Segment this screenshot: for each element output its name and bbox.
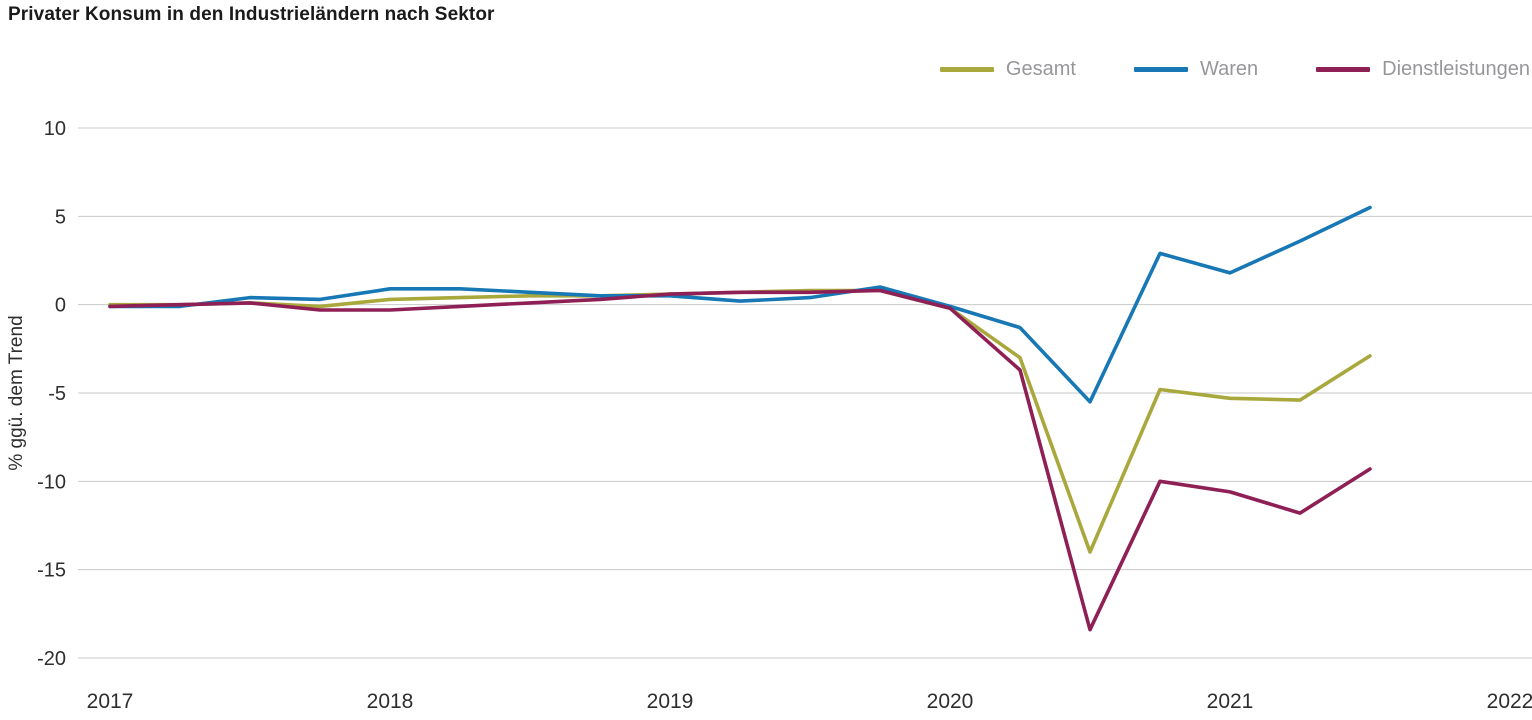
legend-label-waren: Waren <box>1199 58 1259 80</box>
x-tick-label: 2017 <box>87 690 134 713</box>
legend-swatch-gesamt <box>939 67 994 72</box>
legend-label-gesamt: Gesamt <box>1005 58 1076 80</box>
y-tick-label: 5 <box>55 206 66 228</box>
legend-item-waren: Waren <box>1133 58 1259 81</box>
x-tick-label: 2021 <box>1207 690 1254 713</box>
y-tick-label: -15 <box>37 560 66 582</box>
legend-item-gesamt: Gesamt <box>939 58 1076 81</box>
legend-swatch-dienstleistungen <box>1316 67 1371 72</box>
legend-label-dienstleistungen: Dienstleistungen <box>1382 58 1530 80</box>
y-tick-label: -5 <box>48 383 66 405</box>
x-tick-label: 2020 <box>927 690 974 713</box>
x-tick-label: 2019 <box>647 690 694 713</box>
legend-swatch-waren <box>1133 67 1188 72</box>
y-axis-title: % ggü. dem Trend <box>6 315 27 470</box>
x-tick-label: 2018 <box>367 690 414 713</box>
series-line-gesamt <box>108 288 1372 554</box>
legend-item-dienstleistungen: Dienstleistungen <box>1316 58 1530 81</box>
legend: Gesamt Waren Dienstleistungen <box>939 58 1530 81</box>
y-tick-label: -10 <box>37 471 66 493</box>
x-tick-label: 2022 <box>1487 690 1532 713</box>
y-tick-label: 0 <box>55 295 66 317</box>
series-line-dienstleistungen <box>108 288 1372 632</box>
y-tick-label: -20 <box>37 648 66 670</box>
series-line-waren <box>108 205 1372 404</box>
y-tick-label: 10 <box>44 118 66 140</box>
chart-title: Privater Konsum in den Industrieländern … <box>8 4 495 25</box>
